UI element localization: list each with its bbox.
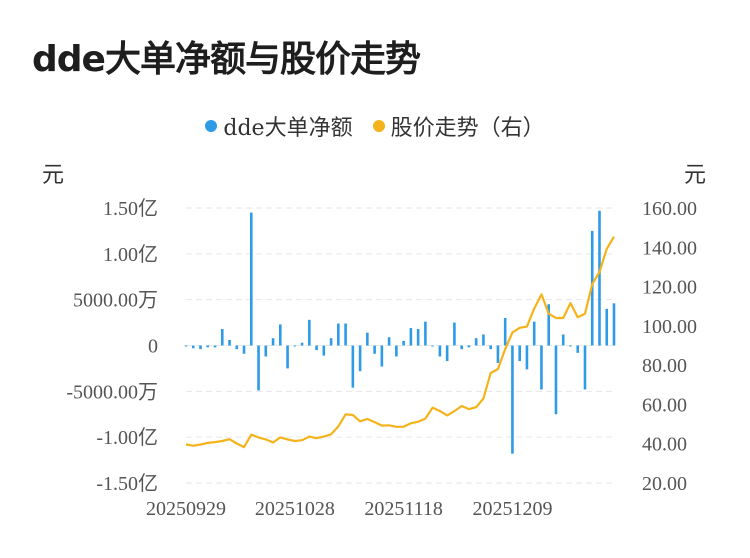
dde-bar [482,334,485,346]
left-tick-label: -1.50亿 [96,472,158,495]
dde-bar [496,345,500,363]
dde-bar [373,345,376,354]
dde-bar [460,345,463,350]
right-tick-label: 140.00 [642,237,697,259]
dde-bar [576,345,580,353]
dde-bar [242,345,246,354]
right-tick-label: 100.00 [642,316,697,338]
dde-bar [220,329,224,346]
legend-item-price[interactable]: 股价走势（右） [372,110,545,142]
dde-bar [438,345,442,357]
dde-bar [366,332,369,346]
dde-bar [431,345,434,347]
dde-bar [612,303,616,346]
dde-bar [199,345,202,350]
legend-label-price: 股价走势（右） [390,116,545,141]
dde-bar [322,345,326,356]
dde-bar [344,323,347,346]
dde-bar [453,322,456,346]
legend: dde大单净额 股价走势（右） [0,110,750,142]
right-tick-label: 20.00 [642,473,687,495]
dde-bar [235,345,239,350]
dde-bar [206,345,210,348]
dde-bar [532,321,536,346]
dde-bar [605,308,609,346]
dde-bar [380,345,384,367]
chart-title: dde大单净额与股价走势 [32,39,421,80]
dde-bar [286,345,289,369]
dde-bar [358,345,362,372]
right-axis-unit: 元 [684,163,707,188]
left-tick-label: 1.00亿 [103,243,158,266]
legend-item-dde[interactable]: dde大单净额 [205,110,353,142]
left-tick-label: 0 [148,336,158,358]
dde-bar [598,210,601,346]
dde-bar [561,334,565,346]
right-tick-label: 120.00 [642,277,697,299]
left-tick-label: 1.50亿 [103,197,158,220]
dde-bar [271,338,275,346]
dde-bar [257,345,260,391]
left-tick-label: -1.00亿 [96,426,158,449]
dde-bar [351,345,355,388]
x-tick-label: 20251028 [255,498,335,520]
dde-bar [249,212,253,346]
dde-bar [547,304,551,346]
right-tick-label: 60.00 [642,394,687,416]
right-tick-label: 40.00 [642,434,687,456]
x-tick-label: 20251118 [364,498,443,520]
dde-bar [583,345,587,390]
dde-bar [387,337,391,346]
dde-bar [337,323,340,346]
dde-bar [569,345,572,347]
dde-bar [525,345,529,370]
x-tick-label: 20250929 [146,498,226,520]
legend-dot-price [372,120,385,132]
dde-bar [228,340,231,346]
dde-bar [518,345,521,362]
left-axis-unit: 元 [42,163,65,188]
x-tick-label: 20251209 [472,498,552,520]
dde-bar [409,328,413,346]
dde-bar [329,338,333,346]
dde-bar [424,321,427,346]
dde-bar [416,329,420,346]
dde-bar [489,345,492,350]
dde-bar [445,345,449,362]
dde-bar [474,338,478,346]
dde-bar [554,345,558,415]
dde-bar [395,345,398,357]
dde-bar [279,324,282,346]
dde-bar [402,340,405,346]
dde-bar [540,345,543,390]
dde-bar [467,345,471,348]
dde-bar [511,345,514,454]
legend-label-dde: dde大单净额 [223,116,353,141]
left-tick-label: 5000.00万 [73,290,158,312]
dde-bar [300,342,304,346]
right-tick-label: 80.00 [642,355,687,377]
dde-bar [184,345,188,347]
dde-bar [293,345,297,347]
dde-bar [503,318,507,346]
right-tick-label: 160.00 [642,198,697,220]
dde-bar [213,345,217,348]
left-tick-label: -5000.00万 [66,381,158,403]
dde-bar [264,345,268,357]
dde-bar [191,345,195,349]
dde-bar [315,345,318,351]
price-line [185,236,615,449]
legend-dot-dde [205,120,218,132]
dde-bar [308,319,311,346]
